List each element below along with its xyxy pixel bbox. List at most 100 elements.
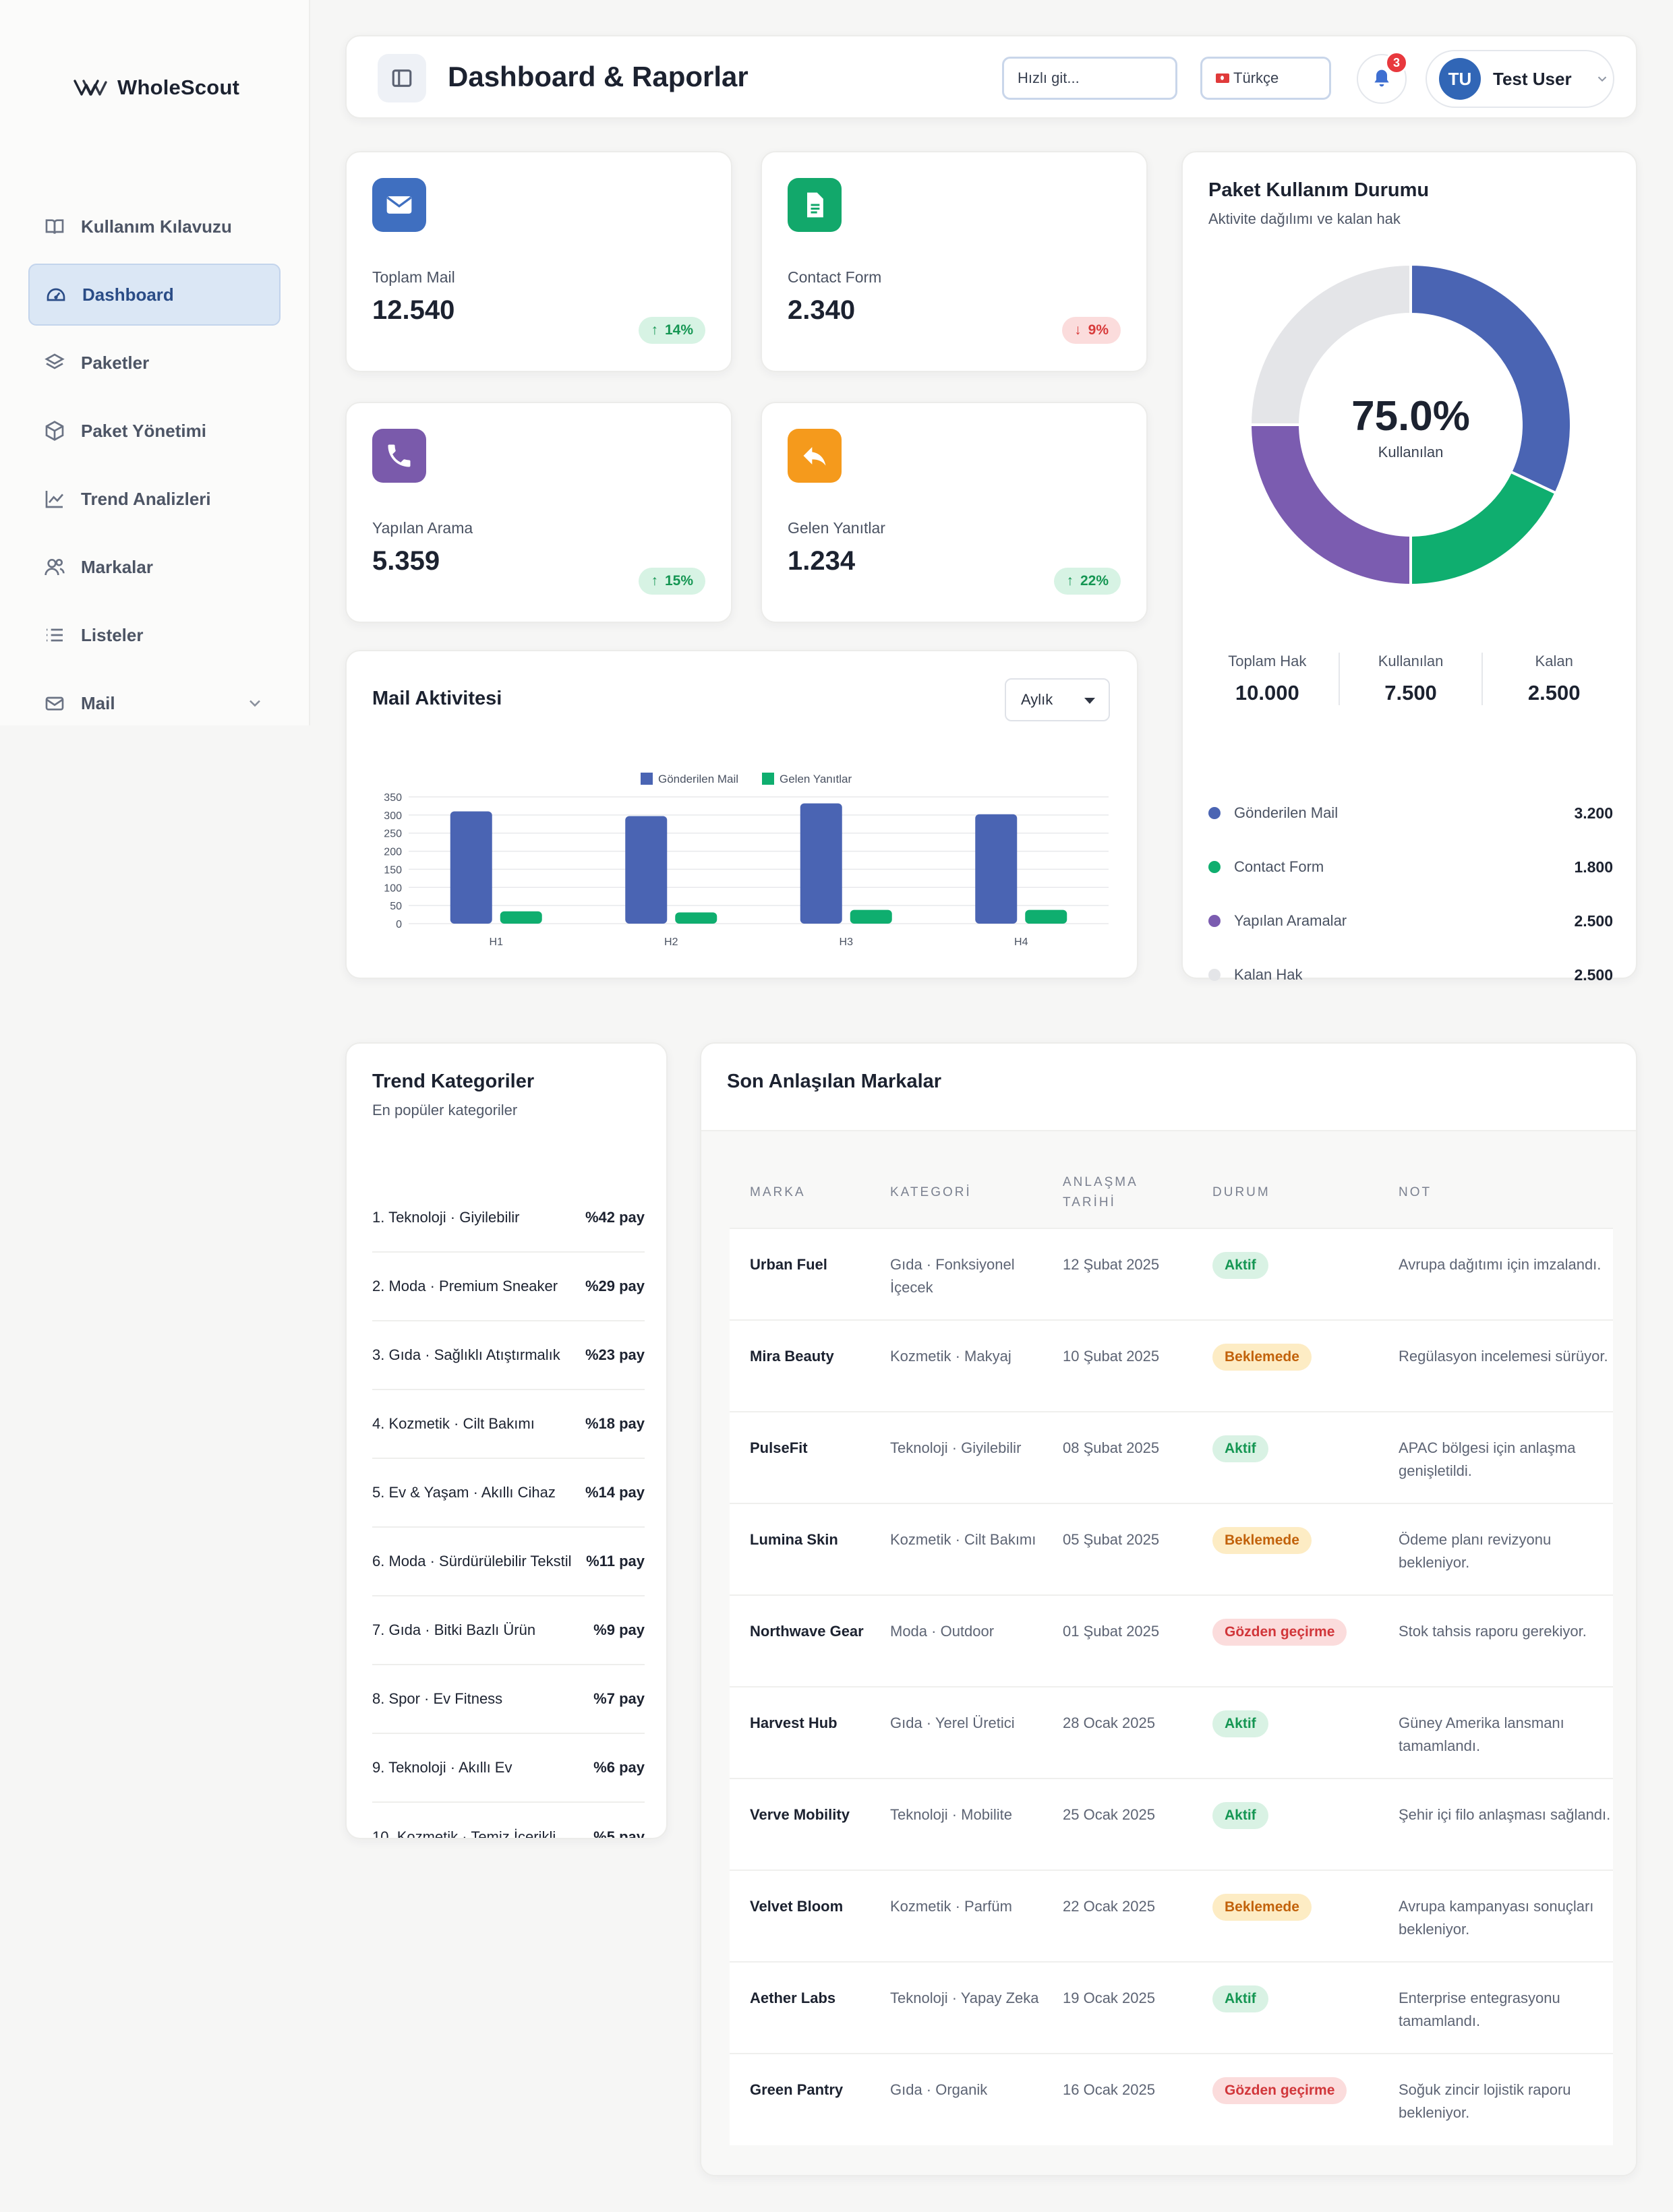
- y-tick-label: 250: [384, 829, 402, 840]
- column-header-marka[interactable]: MARKA: [750, 1185, 806, 1199]
- brand-category: Teknoloji · Giyilebilir: [870, 1411, 1043, 1503]
- bar-gonderilen: [975, 814, 1018, 924]
- stat-change-value: 9%: [1088, 322, 1109, 338]
- list-item[interactable]: 2. Moda · Premium Sneaker %29 pay: [372, 1253, 645, 1321]
- column-header-not[interactable]: NOT: [1399, 1185, 1432, 1199]
- column-header-tarih[interactable]: ANLAŞMA TARİHİ: [1063, 1174, 1138, 1209]
- stat-change-badge: ↑ 15%: [639, 568, 705, 595]
- bar-gonderilen: [450, 811, 492, 924]
- brand-name: WholeScout: [117, 76, 240, 99]
- list-item[interactable]: 6. Moda · Sürdürülebilir Tekstil %11 pay: [372, 1528, 645, 1596]
- brand-name: PulseFit: [730, 1411, 870, 1503]
- arrow-down-icon: ↓: [1074, 322, 1082, 338]
- brand-name: Green Pantry: [730, 2053, 870, 2145]
- brand-status-cell: Aktif: [1192, 1961, 1378, 2054]
- usage-center-label: Kullanılan: [1378, 444, 1444, 460]
- table-row[interactable]: Velvet Bloom Kozmetik · Parfüm 22 Ocak 202…: [730, 1870, 1613, 1962]
- usage-remaining-label: Kalan: [1535, 653, 1573, 669]
- quick-search-input[interactable]: [1002, 57, 1177, 100]
- brand-note: Stok tahsis raporu gerekiyor.: [1378, 1594, 1613, 1687]
- brand-category: Kozmetik · Parfüm: [870, 1870, 1043, 1962]
- brand-date: 10 Şubat 2025: [1043, 1319, 1192, 1412]
- trend-share: %9 pay: [593, 1621, 645, 1638]
- column-header-kategori[interactable]: KATEGORİ: [890, 1185, 972, 1199]
- trend-share: %6 pay: [593, 1759, 645, 1776]
- stat-label: Gelen Yanıtlar: [788, 519, 885, 537]
- sidebar-item-paket-yonetimi[interactable]: Paket Yönetimi: [28, 400, 281, 462]
- trend-share: %29 pay: [585, 1278, 645, 1294]
- legend-item: Kalan Hak 2.500: [1208, 948, 1613, 1002]
- trend-name: 4. Kozmetik · Cilt Bakımı: [372, 1415, 535, 1432]
- list-item[interactable]: 3. Gıda · Sağlıklı Atıştırmalık %23 pay: [372, 1321, 645, 1390]
- period-select[interactable]: Aylık: [1005, 678, 1110, 721]
- list-item[interactable]: 5. Ev & Yaşam · Akıllı Cihaz %14 pay: [372, 1459, 645, 1528]
- column-header-durum[interactable]: DURUM: [1212, 1185, 1270, 1199]
- language-selector[interactable]: Türkçe: [1200, 57, 1331, 100]
- list-item[interactable]: 10. Kozmetik · Temiz İçerikli %5 pay: [372, 1803, 645, 1838]
- stat-label: Toplam Mail: [372, 268, 455, 286]
- status-badge: Beklemede: [1212, 1344, 1312, 1371]
- list-item[interactable]: 7. Gıda · Bitki Bazlı Ürün %9 pay: [372, 1596, 645, 1665]
- user-menu-button[interactable]: TU Test User: [1426, 50, 1614, 108]
- table-row[interactable]: Lumina Skin Kozmetik · Cilt Bakımı 05 Şuba…: [730, 1503, 1613, 1595]
- notifications-button[interactable]: 3: [1357, 51, 1408, 104]
- top-header: Dashboard & Raporlar Türkçe 3 TU Test Us…: [345, 35, 1637, 119]
- brand-note: Soğuk zincir lojistik raporu bekleniyor.: [1378, 2053, 1613, 2145]
- legend-dot: [1208, 807, 1221, 819]
- list-item[interactable]: 9. Teknoloji · Akıllı Ev %6 pay: [372, 1734, 645, 1803]
- brand-category: Teknoloji · Mobilite: [870, 1778, 1043, 1870]
- brand-category: Moda · Outdoor: [870, 1594, 1043, 1687]
- table-row[interactable]: PulseFit Teknoloji · Giyilebilir 08 Şubat …: [730, 1411, 1613, 1503]
- sidebar-item-trend-analizleri[interactable]: Trend Analizleri: [28, 468, 281, 530]
- table-row[interactable]: Mira Beauty Kozmetik · Makyaj 10 Şubat 202…: [730, 1319, 1613, 1412]
- stat-change-badge: ↓ 9%: [1062, 317, 1121, 344]
- sidebar-nav: Kullanım Kılavuzu Dashboard Paketler Pak…: [28, 196, 281, 725]
- usage-total-label: Toplam Hak: [1228, 653, 1307, 669]
- chevron-down-icon[interactable]: [245, 694, 264, 713]
- table-row[interactable]: Urban Fuel Gıda · Fonksiyonel İçecek 12 Şu…: [730, 1228, 1613, 1320]
- sidebar-toggle-button[interactable]: [378, 54, 426, 102]
- x-tick-label: H3: [840, 936, 854, 948]
- y-tick-label: 100: [384, 883, 402, 894]
- bar-gelen: [675, 912, 717, 924]
- brand-status-cell: Gözden geçirme: [1192, 1594, 1378, 1687]
- trend-list: 1. Teknoloji · Giyilebilir %42 pay 2. Mod…: [372, 1184, 645, 1838]
- status-badge: Aktif: [1212, 1435, 1268, 1462]
- brand-logo[interactable]: WholeScout: [73, 76, 239, 100]
- brand-note: Enterprise entegrasyonu tamamlandı.: [1378, 1961, 1613, 2054]
- layers-icon: [43, 351, 66, 374]
- sidebar-item-markalar[interactable]: Markalar: [28, 536, 281, 598]
- donut-slice: [1248, 423, 1412, 587]
- legend-item: Contact Form 1.800: [1208, 840, 1613, 894]
- mail-activity-chart: Gönderilen Mail Gelen Yanıtlar 0 50 100 150 20…: [384, 773, 1109, 948]
- trend-share: %14 pay: [585, 1484, 645, 1501]
- legend-label: Gönderilen Mail: [658, 773, 738, 785]
- brand-status-cell: Gözden geçirme: [1192, 2053, 1378, 2145]
- sidebar-item-paketler[interactable]: Paketler: [28, 332, 281, 394]
- table-row[interactable]: Green Pantry Gıda · Organik 16 Ocak 2025 Gö…: [730, 2053, 1613, 2145]
- sidebar-item-kullanim-kilavuzu[interactable]: Kullanım Kılavuzu: [28, 196, 281, 258]
- legend-label: Contact Form: [1234, 858, 1324, 875]
- brand-name: Mira Beauty: [730, 1319, 870, 1412]
- sidebar-item-listeler[interactable]: Listeler: [28, 604, 281, 666]
- list-item[interactable]: 1. Teknoloji · Giyilebilir %42 pay: [372, 1184, 645, 1253]
- sidebar-item-label: Markalar: [81, 556, 153, 577]
- stat-value: 5.359: [372, 546, 440, 576]
- table-row[interactable]: Verve Mobility Teknoloji · Mobilite 25 Oca…: [730, 1778, 1613, 1870]
- chart-line-icon: [43, 487, 66, 510]
- brand-date: 25 Ocak 2025: [1043, 1778, 1192, 1870]
- table-row[interactable]: Northwave Gear Moda · Outdoor 01 Şubat 202…: [730, 1594, 1613, 1687]
- brand-date: 08 Şubat 2025: [1043, 1411, 1192, 1503]
- brand-date: 22 Ocak 2025: [1043, 1870, 1192, 1962]
- trend-subtitle: En popüler kategoriler: [372, 1102, 518, 1118]
- table-row[interactable]: Aether Labs Teknoloji · Yapay Zeka 19 Ocak…: [730, 1961, 1613, 2054]
- list-item[interactable]: 8. Spor · Ev Fitness %7 pay: [372, 1665, 645, 1734]
- legend-item: Yapılan Aramalar 2.500: [1208, 894, 1613, 948]
- sidebar-item-dashboard[interactable]: Dashboard: [28, 264, 281, 326]
- sidebar-item-mail[interactable]: Mail: [28, 672, 281, 725]
- brand-note: Güney Amerika lansmanı tamamlandı.: [1378, 1686, 1613, 1778]
- list-icon: [43, 624, 66, 647]
- list-item[interactable]: 4. Kozmetik · Cilt Bakımı %18 pay: [372, 1390, 645, 1459]
- phone-icon: [372, 429, 426, 483]
- table-row[interactable]: Harvest Hub Gıda · Yerel Üretici 28 Ocak 2…: [730, 1686, 1613, 1778]
